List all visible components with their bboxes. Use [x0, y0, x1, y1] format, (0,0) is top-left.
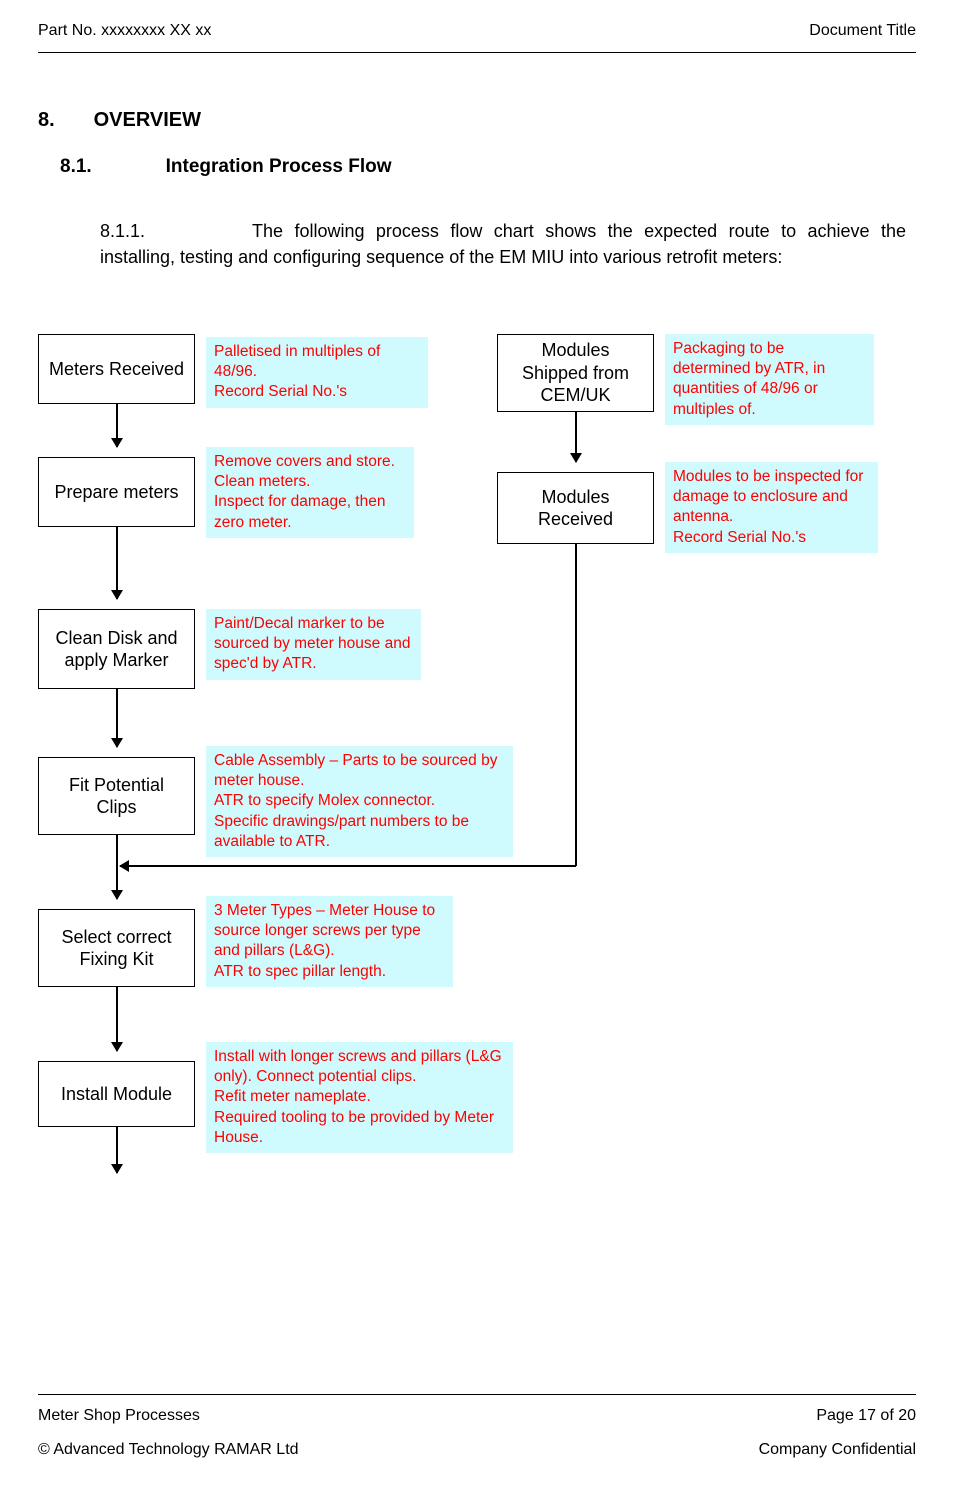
note-mod-received: Modules to be inspected for damage to en…: [665, 462, 878, 553]
node-label: Modules Shipped from CEM/UK: [506, 339, 645, 407]
arrow: [116, 527, 118, 599]
h1-number: 8.: [38, 109, 55, 131]
node-select-kit: Select correct Fixing Kit: [38, 909, 195, 987]
node-label: Install Module: [61, 1083, 172, 1106]
node-label: Select correct Fixing Kit: [47, 926, 186, 971]
arrow: [116, 987, 118, 1051]
note-shipped: Packaging to be determined by ATR, in qu…: [665, 334, 874, 425]
arrow: [116, 835, 118, 899]
node-meters-received: Meters Received: [38, 334, 195, 404]
heading-1: 8. OVERVIEW: [38, 109, 916, 132]
arrow: [116, 689, 118, 747]
body-paragraph: 8.1.1.The following process flow chart s…: [100, 218, 906, 270]
node-fit-clips: Fit Potential Clips: [38, 757, 195, 835]
flowchart: Meters Received Prepare meters Clean Dis…: [38, 334, 916, 1324]
note-fit: Cable Assembly – Parts to be sourced by …: [206, 746, 513, 857]
h2-number: 8.1.: [60, 156, 92, 177]
footer-page: Page 17 of 20: [816, 1407, 916, 1425]
header-part-no: Part No. xxxxxxxx XX xx: [38, 22, 211, 40]
footer-process: Meter Shop Processes: [38, 1407, 200, 1425]
arrow: [575, 412, 577, 462]
header-doc-title: Document Title: [809, 22, 916, 40]
connector: [575, 544, 577, 866]
note-prepare: Remove covers and store.Clean meters.Ins…: [206, 447, 414, 538]
node-label: Clean Disk and apply Marker: [47, 627, 186, 672]
note-install: Install with longer screws and pillars (…: [206, 1042, 513, 1153]
h1-text: OVERVIEW: [94, 109, 201, 131]
note-clean: Paint/Decal marker to be sourced by mete…: [206, 609, 421, 679]
note-select: 3 Meter Types – Meter House to source lo…: [206, 896, 453, 987]
footer-copyright: © Advanced Technology RAMAR Ltd: [38, 1441, 299, 1459]
node-label: Prepare meters: [54, 481, 178, 504]
node-label: Meters Received: [49, 358, 184, 381]
arrow: [120, 865, 576, 867]
page-header: Part No. xxxxxxxx XX xx Document Title: [38, 22, 916, 52]
h2-text: Integration Process Flow: [166, 156, 392, 177]
heading-2: 8.1. Integration Process Flow: [60, 156, 916, 178]
arrow: [116, 404, 118, 447]
footer-rule: [38, 1394, 916, 1395]
header-rule: [38, 52, 916, 53]
node-label: Modules Received: [506, 486, 645, 531]
arrow: [116, 1127, 118, 1173]
node-clean-disk: Clean Disk and apply Marker: [38, 609, 195, 689]
footer-conf: Company Confidential: [759, 1441, 916, 1459]
node-modules-received: Modules Received: [497, 472, 654, 544]
page-footer: Meter Shop Processes Page 17 of 20 © Adv…: [38, 1394, 916, 1475]
node-install-module: Install Module: [38, 1061, 195, 1127]
node-label: Fit Potential Clips: [47, 774, 186, 819]
node-modules-shipped: Modules Shipped from CEM/UK: [497, 334, 654, 412]
body-number: 8.1.1.: [100, 218, 252, 244]
node-prepare-meters: Prepare meters: [38, 457, 195, 527]
note-meters-received: Palletised in multiples of 48/96.Record …: [206, 337, 428, 407]
